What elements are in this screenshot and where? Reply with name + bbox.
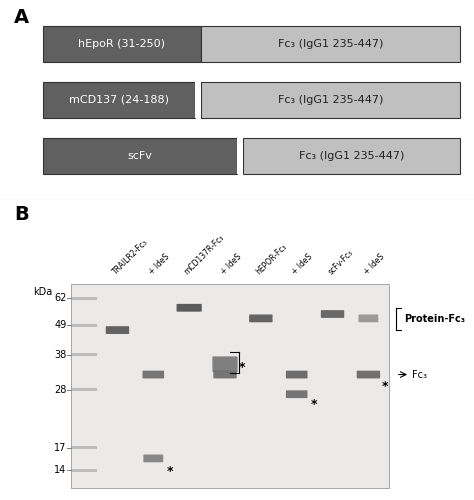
FancyBboxPatch shape [43, 82, 195, 118]
Text: Fc₃ (IgG1 235-447): Fc₃ (IgG1 235-447) [278, 39, 383, 49]
Text: + IdeS: + IdeS [362, 252, 386, 276]
Text: Fc₃: Fc₃ [412, 370, 428, 380]
Text: + IdeS: + IdeS [291, 252, 315, 276]
Text: mCD137 (24-188): mCD137 (24-188) [69, 95, 169, 105]
FancyBboxPatch shape [176, 304, 202, 312]
Text: 49: 49 [54, 320, 66, 330]
FancyBboxPatch shape [106, 326, 129, 334]
FancyBboxPatch shape [286, 390, 308, 398]
Text: 28: 28 [54, 385, 66, 395]
Text: Fc₃ (IgG1 235-447): Fc₃ (IgG1 235-447) [278, 95, 383, 105]
Text: mCD137R-Fc₃: mCD137R-Fc₃ [183, 233, 226, 276]
FancyBboxPatch shape [43, 138, 237, 174]
FancyBboxPatch shape [143, 370, 164, 378]
Text: *: * [382, 380, 389, 392]
Text: hEPOR-Fc₃: hEPOR-Fc₃ [255, 242, 289, 276]
Text: Fc₃ (IgG1 235-447): Fc₃ (IgG1 235-447) [299, 151, 404, 161]
FancyBboxPatch shape [201, 82, 460, 118]
Text: *: * [238, 361, 245, 374]
Text: *: * [167, 465, 173, 478]
Text: + IdeS: + IdeS [147, 252, 171, 276]
Text: TRAILR2-Fc₃: TRAILR2-Fc₃ [111, 238, 150, 277]
FancyBboxPatch shape [195, 82, 201, 118]
Bar [71, 296, 97, 300]
Text: *: * [310, 398, 317, 411]
Text: hEpoR (31-250): hEpoR (31-250) [78, 39, 165, 49]
Text: 62: 62 [54, 293, 66, 303]
FancyBboxPatch shape [237, 138, 243, 174]
FancyBboxPatch shape [286, 370, 308, 378]
FancyBboxPatch shape [213, 370, 237, 378]
Bar [71, 353, 97, 356]
FancyBboxPatch shape [356, 370, 380, 378]
Text: A: A [14, 8, 29, 27]
Bar [71, 468, 97, 471]
FancyBboxPatch shape [201, 26, 460, 62]
FancyBboxPatch shape [243, 138, 460, 174]
Text: 14: 14 [54, 465, 66, 475]
Bar [71, 324, 97, 327]
Text: kDa: kDa [33, 287, 52, 297]
Text: + IdeS: + IdeS [219, 252, 243, 276]
FancyBboxPatch shape [249, 314, 273, 322]
FancyBboxPatch shape [358, 314, 378, 322]
Text: scFv: scFv [128, 151, 152, 161]
Text: B: B [14, 204, 29, 224]
FancyBboxPatch shape [144, 454, 163, 462]
Text: Protein-Fc₃: Protein-Fc₃ [404, 314, 465, 324]
Text: scFv-Fc₃: scFv-Fc₃ [326, 248, 355, 276]
FancyBboxPatch shape [43, 26, 201, 62]
Bar [71, 284, 389, 488]
FancyBboxPatch shape [212, 356, 237, 372]
Bar [71, 446, 97, 449]
FancyBboxPatch shape [321, 310, 344, 318]
Bar [71, 388, 97, 392]
Text: 17: 17 [54, 442, 66, 452]
Text: 38: 38 [54, 350, 66, 360]
